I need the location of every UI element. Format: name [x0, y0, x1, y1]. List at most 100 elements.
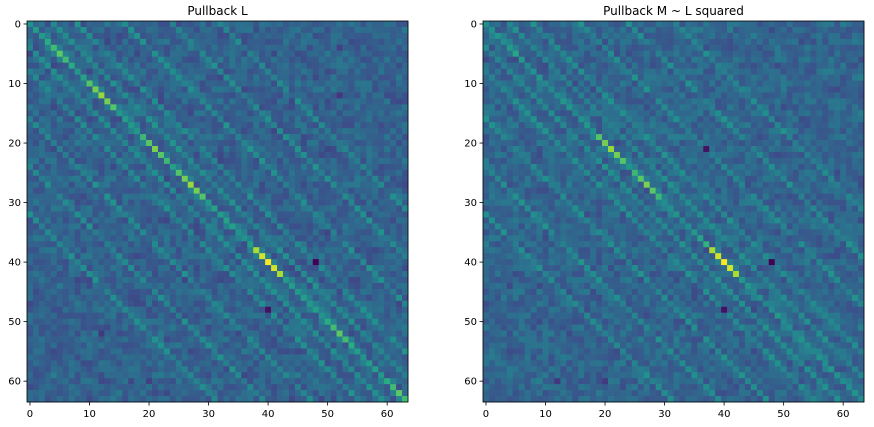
heatmap-cell — [163, 271, 171, 278]
heatmap-cell — [265, 175, 272, 183]
heatmap-cell — [181, 163, 189, 171]
heatmap-cell — [348, 110, 355, 117]
heatmap-cell — [32, 157, 40, 165]
heatmap-cell — [62, 98, 70, 105]
heatmap-cell — [277, 140, 284, 147]
heatmap-cell — [384, 175, 391, 183]
heatmap-cell — [152, 157, 159, 165]
heatmap-cell — [169, 74, 177, 81]
heatmap-cell — [146, 86, 153, 93]
heatmap-cell — [157, 276, 165, 284]
heatmap-cell — [157, 146, 165, 153]
heatmap-cell — [306, 330, 314, 337]
heatmap-cell — [354, 247, 361, 254]
heatmap-cell — [193, 372, 200, 379]
heatmap-cell — [104, 205, 111, 212]
heatmap-cell — [163, 330, 171, 337]
heatmap-cell — [282, 229, 290, 236]
heatmap-cell — [697, 62, 704, 69]
heatmap-cell — [402, 98, 409, 105]
heatmap-cell — [86, 300, 93, 308]
heatmap-cell — [152, 318, 159, 325]
heatmap-cell — [199, 92, 206, 99]
heatmap-cell — [62, 68, 70, 75]
heatmap-cell — [324, 271, 331, 278]
heatmap-cell — [134, 390, 141, 397]
heatmap-cell — [44, 44, 52, 52]
heatmap-cell — [709, 44, 716, 52]
heatmap-cell — [378, 146, 385, 153]
heatmap-cell — [211, 175, 218, 183]
heatmap-cell — [259, 312, 266, 319]
heatmap-cell — [536, 68, 543, 75]
heatmap-cell — [277, 151, 284, 159]
heatmap-cell — [68, 146, 75, 153]
heatmap-cell — [50, 259, 58, 266]
heatmap-cell — [134, 324, 141, 331]
heatmap-cell — [396, 98, 403, 105]
heatmap-cell — [366, 384, 373, 391]
heatmap-cell — [122, 62, 129, 69]
heatmap-cell — [134, 110, 141, 117]
heatmap-cell — [74, 306, 81, 314]
heatmap-cell — [324, 354, 331, 361]
heatmap-cell — [163, 324, 171, 331]
heatmap-cell — [804, 62, 811, 69]
heatmap-cell — [181, 312, 189, 319]
heatmap-cell — [288, 247, 296, 254]
heatmap-cell — [211, 80, 218, 87]
heatmap-cell — [27, 62, 34, 69]
heatmap-cell — [396, 384, 403, 391]
heatmap-cell — [584, 86, 591, 93]
heatmap-cell — [277, 271, 284, 278]
heatmap-cell — [512, 21, 520, 28]
heatmap-cell — [92, 259, 99, 266]
heatmap-cell — [336, 300, 343, 308]
heatmap-cell — [169, 241, 177, 248]
heatmap-cell — [110, 86, 117, 93]
heatmap-cell — [247, 282, 254, 290]
heatmap-cell — [187, 86, 195, 93]
heatmap-cell — [104, 306, 111, 314]
heatmap-cell — [211, 396, 218, 403]
heatmap-cell — [241, 169, 248, 177]
heatmap-cell — [175, 354, 183, 361]
heatmap-cell — [146, 312, 153, 319]
heatmap-cell — [110, 396, 117, 403]
heatmap-cell — [217, 360, 224, 367]
heatmap-cell — [98, 151, 105, 159]
heatmap-cell — [828, 56, 835, 64]
heatmap-cell — [116, 21, 123, 28]
heatmap-cell — [181, 44, 189, 52]
heatmap-cell — [312, 300, 320, 308]
heatmap-cell — [259, 92, 266, 99]
heatmap-cell — [330, 50, 337, 58]
heatmap-cell — [104, 128, 111, 135]
heatmap-cell — [193, 271, 200, 278]
heatmap-cell — [318, 300, 325, 308]
x-tick-label: 40 — [262, 409, 275, 420]
heatmap-cell — [146, 211, 153, 218]
heatmap-cell — [241, 181, 248, 189]
heatmap-cell — [402, 336, 409, 343]
heatmap-cell — [80, 247, 87, 254]
heatmap-cell — [27, 336, 34, 343]
heatmap-cell — [318, 294, 325, 302]
heatmap-cell — [602, 86, 609, 93]
heatmap-cell — [312, 26, 320, 34]
heatmap-cell — [548, 68, 555, 75]
heatmap-cell — [858, 38, 865, 46]
heatmap-cell — [98, 205, 105, 212]
heatmap-cell — [68, 265, 75, 272]
heatmap-cell — [703, 86, 710, 93]
heatmap-cell — [372, 217, 379, 224]
heatmap-cell — [140, 318, 147, 325]
heatmap-cell — [128, 342, 135, 349]
heatmap-cell — [128, 282, 135, 290]
heatmap-cell — [181, 300, 189, 308]
heatmap-cell — [98, 360, 105, 367]
heatmap-cell — [619, 62, 627, 69]
heatmap-cell — [86, 306, 93, 314]
heatmap-cell — [44, 26, 52, 34]
heatmap-cell — [530, 80, 537, 87]
